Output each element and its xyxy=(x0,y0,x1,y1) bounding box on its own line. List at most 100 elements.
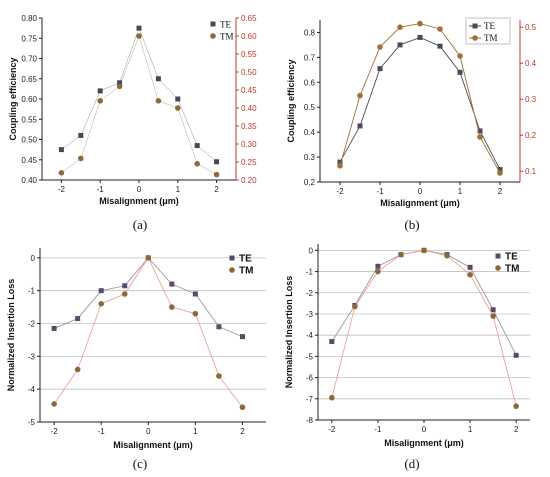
x-tick-label: 0 xyxy=(146,427,151,436)
y-tick-label: -8 xyxy=(306,416,314,425)
data-point-tm xyxy=(169,304,175,310)
x-tick-label: 1 xyxy=(468,425,473,434)
legend-label-tm: TM xyxy=(505,264,519,275)
legend-marker-te xyxy=(472,23,478,29)
legend-label-te: TE xyxy=(505,252,518,263)
data-point-tm xyxy=(136,33,142,39)
data-point-te xyxy=(239,334,245,340)
y2-tick-label: 0.5 xyxy=(525,23,537,32)
chart-panel-1: -2 -1 0 1 2 0.40 0.45 0.50 0.55 0.60 0.65 0.70 0.75 0… xyxy=(8,14,257,232)
data-point-te xyxy=(497,167,503,173)
x-axis-label: Misalignment (μm) xyxy=(99,196,179,206)
series-line-tm xyxy=(331,249,517,407)
data-point-te xyxy=(58,147,64,153)
y2-tick-label: 0.2 xyxy=(525,131,537,140)
data-point-te xyxy=(375,263,381,269)
y-axis-label: Normalized Insertion Loss xyxy=(6,279,16,392)
series-te xyxy=(337,34,503,173)
data-point-tm xyxy=(98,301,105,307)
data-point-te xyxy=(194,143,200,149)
x-tick-label: -1 xyxy=(98,427,106,436)
data-point-tm xyxy=(216,373,222,379)
data-point-tm xyxy=(398,251,404,258)
y-tick-label: 0.70 xyxy=(21,55,37,64)
legend-marker-tm xyxy=(229,267,235,273)
y2-tick-label: 0.45 xyxy=(241,86,257,95)
data-point-tm xyxy=(421,247,427,254)
legend-marker-tm xyxy=(472,35,478,41)
data-point-te xyxy=(214,159,220,165)
data-point-tm xyxy=(397,24,403,31)
legend-label-te: TE xyxy=(484,21,495,31)
data-point-tm xyxy=(58,170,65,176)
legend-label-tm: TM xyxy=(220,32,234,42)
series-tm xyxy=(58,33,220,178)
legend-label-tm: TM xyxy=(239,266,253,277)
y-axis-label: Normalized Insertion Loss xyxy=(284,276,294,389)
data-point-tm xyxy=(337,163,343,169)
series-te xyxy=(58,25,220,165)
y-tick-label: -1 xyxy=(28,287,36,296)
data-point-te xyxy=(216,324,222,330)
data-point-te xyxy=(490,307,496,313)
x-axis-label: Misalignment (μm) xyxy=(380,198,460,208)
y2-tick-label: 0.4 xyxy=(525,59,537,68)
chart-panel-3: -2 -1 0 1 2 -5 -4 -3 -2 -1 0 Misalignment (μm) Norma… xyxy=(6,248,266,471)
legend-label-tm: TM xyxy=(484,33,498,43)
data-point-te xyxy=(417,34,423,40)
series-line-te xyxy=(331,249,517,356)
series-line-tm xyxy=(61,35,217,175)
y-tick-label: 0.60 xyxy=(21,95,37,104)
data-point-tm xyxy=(375,268,381,275)
y-axis-label: Coupling efficiency xyxy=(8,57,18,140)
y-tick-label: -3 xyxy=(306,310,314,319)
series-tm xyxy=(51,255,246,411)
x-tick-label: 0 xyxy=(137,185,142,194)
data-point-tm xyxy=(437,26,443,32)
y-tick-label: 0.2 xyxy=(304,178,316,187)
x-axis-label: Misalignment (μm) xyxy=(113,440,193,450)
data-point-tm xyxy=(497,170,503,176)
x-tick-label: 1 xyxy=(458,187,463,196)
data-point-te xyxy=(437,43,443,49)
y2-tick-label: 0.30 xyxy=(241,140,257,149)
x-axis-label: Misalignment (μm) xyxy=(384,438,464,448)
data-point-tm xyxy=(213,171,220,178)
y-tick-label: -4 xyxy=(306,331,314,340)
x-tick-label: 2 xyxy=(240,427,245,436)
data-point-tm xyxy=(192,310,199,317)
y-tick-label: 0.45 xyxy=(21,156,37,165)
data-point-te xyxy=(117,80,123,86)
data-point-tm xyxy=(155,98,162,104)
panel-label: (a) xyxy=(133,217,147,232)
x-tick-label: 1 xyxy=(193,427,198,436)
data-point-te xyxy=(122,283,128,289)
data-point-tm xyxy=(513,403,519,410)
y2-tick-label: 0.65 xyxy=(241,14,257,23)
data-point-tm xyxy=(145,255,152,261)
x-tick-label: -2 xyxy=(58,185,66,194)
series-line-tm xyxy=(339,23,501,174)
data-point-te xyxy=(397,42,403,48)
y2-tick-label: 0.3 xyxy=(525,95,537,104)
data-point-tm xyxy=(194,161,200,167)
x-tick-label: 0 xyxy=(422,425,427,434)
y2-tick-label: 0.55 xyxy=(241,50,257,59)
series-line-te xyxy=(61,27,217,162)
y-tick-label: 0 xyxy=(31,254,36,263)
x-tick-label: 2 xyxy=(514,425,519,434)
y-axis-label: Coupling efficiency xyxy=(286,59,296,142)
x-tick-label: -2 xyxy=(328,425,336,434)
data-point-tm xyxy=(78,155,84,162)
y-tick-label: 0 xyxy=(309,246,314,255)
panel-label: (b) xyxy=(404,217,419,232)
y-tick-label: 0.65 xyxy=(21,75,37,84)
y-tick-label: 0.75 xyxy=(21,34,37,43)
legend-label-te: TE xyxy=(239,254,252,265)
x-tick-label: 0 xyxy=(418,187,423,196)
series-line-te xyxy=(53,257,243,338)
data-point-te xyxy=(357,123,363,129)
data-point-tm xyxy=(467,271,473,278)
